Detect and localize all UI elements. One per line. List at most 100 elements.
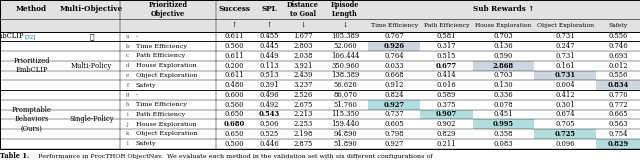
Bar — [472, 61, 534, 71]
Text: Method: Method — [16, 5, 47, 13]
Text: 106.444: 106.444 — [331, 52, 359, 60]
Text: 0.078: 0.078 — [493, 101, 513, 109]
Text: Promptable
Behaviors
(Ours): Promptable Behaviors (Ours) — [12, 106, 51, 133]
Text: 0.412: 0.412 — [556, 91, 575, 99]
Text: 0.496: 0.496 — [259, 91, 278, 99]
Bar — [596, 80, 640, 90]
Text: d: d — [126, 63, 129, 68]
Text: 0.480: 0.480 — [225, 81, 244, 89]
Text: 0.590: 0.590 — [494, 52, 513, 60]
Text: 105.389: 105.389 — [331, 32, 359, 40]
Bar — [420, 110, 472, 119]
Text: 0.391: 0.391 — [259, 81, 278, 89]
Text: 0.500: 0.500 — [225, 140, 244, 148]
Text: 51.890: 51.890 — [333, 140, 357, 148]
Text: 0.829: 0.829 — [607, 140, 628, 148]
Text: 0.995: 0.995 — [493, 120, 514, 128]
Text: 0.589: 0.589 — [437, 91, 456, 99]
Text: 0.677: 0.677 — [436, 62, 457, 70]
Text: Safety: Safety — [136, 83, 157, 88]
Text: ↑: ↑ — [232, 21, 237, 29]
Text: 2.198: 2.198 — [294, 130, 313, 138]
Text: House Exploration: House Exploration — [136, 122, 196, 127]
Text: 3.921: 3.921 — [294, 62, 313, 70]
Text: 2.803: 2.803 — [294, 42, 313, 50]
Text: 0.301: 0.301 — [556, 101, 575, 109]
Text: 0.927: 0.927 — [385, 140, 404, 148]
Text: 0.907: 0.907 — [436, 110, 457, 118]
Text: 0.703: 0.703 — [493, 32, 513, 40]
Text: 0.543: 0.543 — [259, 110, 280, 118]
Text: Object Exploration: Object Exploration — [537, 22, 594, 28]
Text: 0.611: 0.611 — [225, 52, 244, 60]
Text: 2.675: 2.675 — [294, 101, 313, 109]
Text: Distance
to Goal: Distance to Goal — [287, 1, 319, 18]
Text: 2.253: 2.253 — [294, 120, 313, 128]
Text: 0.824: 0.824 — [385, 91, 404, 99]
Text: 0.581: 0.581 — [437, 32, 456, 40]
Text: Time Efficiency: Time Efficiency — [136, 44, 187, 49]
Text: 0.731: 0.731 — [556, 32, 575, 40]
Bar — [369, 41, 420, 51]
Bar — [596, 139, 640, 148]
Text: 350.960: 350.960 — [331, 62, 359, 70]
Text: 52.060: 52.060 — [333, 42, 357, 50]
Text: c: c — [126, 53, 129, 58]
Text: e: e — [126, 73, 129, 78]
Text: 0.767: 0.767 — [385, 32, 404, 40]
Text: 0.556: 0.556 — [609, 71, 628, 79]
Text: 0.556: 0.556 — [609, 32, 628, 40]
Text: Episode
Length: Episode Length — [331, 1, 359, 18]
Text: 0.764: 0.764 — [385, 52, 404, 60]
Text: Table 1.: Table 1. — [1, 152, 29, 160]
Text: Time Efficiency: Time Efficiency — [136, 102, 187, 107]
Text: Success: Success — [219, 5, 250, 13]
Text: 0.912: 0.912 — [385, 81, 404, 89]
Text: 0.414: 0.414 — [436, 71, 456, 79]
Text: 0.798: 0.798 — [385, 130, 404, 138]
Text: b: b — [126, 44, 129, 49]
Text: 86.070: 86.070 — [333, 91, 357, 99]
Text: 0.754: 0.754 — [608, 130, 628, 138]
Text: 51.760: 51.760 — [333, 101, 357, 109]
Text: 0.772: 0.772 — [608, 101, 628, 109]
Text: SPL: SPL — [261, 5, 276, 13]
Text: l: l — [127, 141, 129, 146]
Text: f: f — [127, 83, 129, 88]
Text: ↓: ↓ — [300, 21, 306, 29]
Bar — [534, 71, 596, 80]
Text: 0.829: 0.829 — [437, 130, 456, 138]
Text: 0.515: 0.515 — [437, 52, 456, 60]
Text: ↓: ↓ — [342, 21, 348, 29]
Text: 0.611: 0.611 — [225, 71, 244, 79]
Text: 2.038: 2.038 — [294, 52, 313, 60]
Text: Prioritized
Objective: Prioritized Objective — [148, 1, 188, 18]
Text: Single-Policy: Single-Policy — [69, 115, 114, 123]
Text: 0.358: 0.358 — [493, 130, 513, 138]
Text: 2.868: 2.868 — [493, 62, 514, 70]
Text: 2.526: 2.526 — [294, 91, 313, 99]
Text: Path Efficiency: Path Efficiency — [136, 53, 185, 58]
Text: 0.680: 0.680 — [224, 120, 245, 128]
Text: g: g — [126, 92, 129, 97]
Text: k: k — [126, 131, 129, 136]
Text: 0.611: 0.611 — [225, 32, 244, 40]
Text: 0.674: 0.674 — [556, 110, 575, 118]
Text: Safety: Safety — [136, 141, 157, 146]
Text: 0.560: 0.560 — [225, 42, 244, 50]
Text: -: - — [136, 34, 138, 39]
Text: 0.926: 0.926 — [384, 42, 405, 50]
Text: 0.336: 0.336 — [493, 91, 513, 99]
Text: Prioritized
EmbCLIP: Prioritized EmbCLIP — [13, 57, 50, 74]
Text: i: i — [127, 112, 129, 117]
Text: 0.247: 0.247 — [556, 42, 575, 50]
Text: 0.375: 0.375 — [437, 101, 456, 109]
Text: 1.677: 1.677 — [293, 32, 313, 40]
Text: 0.012: 0.012 — [608, 62, 628, 70]
Text: 0.317: 0.317 — [436, 42, 456, 50]
Text: 0.600: 0.600 — [225, 91, 244, 99]
Text: 56.620: 56.620 — [333, 81, 357, 89]
Text: 0.113: 0.113 — [259, 62, 278, 70]
Text: 0.927: 0.927 — [384, 101, 405, 109]
Text: ✗: ✗ — [90, 32, 94, 40]
